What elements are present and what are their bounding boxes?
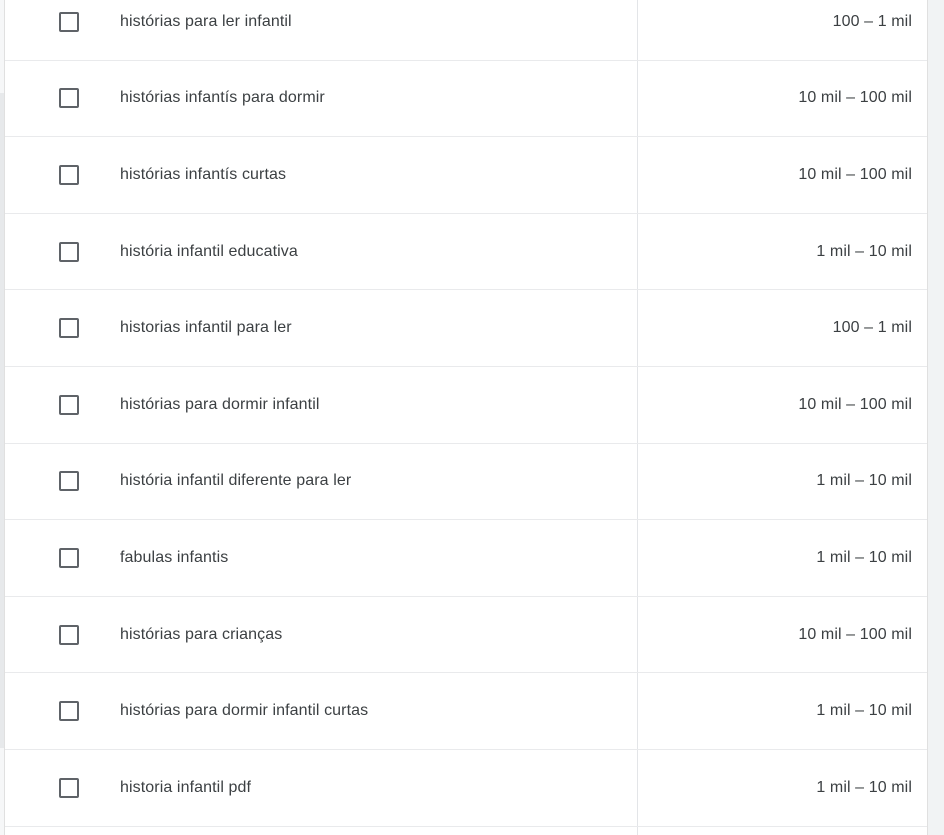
volume-value: 1 mil – 10 mil	[816, 702, 912, 720]
volume-cell: 1 mil – 10 mil	[637, 443, 927, 520]
volume-value: 10 mil – 100 mil	[798, 89, 912, 107]
keyword-cell	[5, 827, 637, 835]
table-row: histórias para ler infantil 100 – 1 mil	[5, 0, 927, 61]
table-row: historia infantil pdf 1 mil – 10 mil	[5, 749, 927, 827]
row-checkbox[interactable]	[59, 394, 79, 415]
keyword-cell: histórias para dormir infantil curtas	[5, 673, 637, 749]
keyword-cell: histórias para crianças	[5, 597, 637, 673]
row-checkbox[interactable]	[59, 88, 79, 109]
volume-value: 1 mil – 10 mil	[816, 242, 912, 260]
keyword-label: historias infantil para ler	[120, 319, 292, 337]
keyword-cell: histórias infantís para dormir	[5, 61, 637, 137]
page-edge-shade	[0, 93, 4, 748]
volume-cell: 100 – 1 mil	[637, 290, 927, 366]
row-checkbox[interactable]	[59, 547, 79, 568]
keyword-cell: histórias para dormir infantil	[5, 367, 637, 443]
table-row: história infantil diferente para ler 1 m…	[5, 443, 927, 521]
keyword-cell: histórias para ler infantil	[5, 0, 637, 60]
volume-cell: 1 mil – 10 mil	[637, 673, 927, 749]
row-checkbox[interactable]	[59, 11, 79, 32]
volume-value: 1 mil – 10 mil	[816, 778, 912, 796]
row-checkbox[interactable]	[59, 241, 79, 262]
page-edge-strip	[0, 0, 4, 835]
volume-value: 1 mil – 10 mil	[816, 472, 912, 490]
table-row	[5, 826, 927, 835]
keyword-cell: histórias infantís curtas	[5, 137, 637, 213]
row-checkbox[interactable]	[59, 471, 79, 492]
keyword-label: histórias para dormir infantil	[120, 395, 320, 413]
table-row: histórias infantís para dormir 10 mil – …	[5, 60, 927, 138]
keyword-table: histórias para ler infantil 100 – 1 mil …	[4, 0, 928, 835]
volume-value: 10 mil – 100 mil	[798, 165, 912, 183]
table-row: histórias infantís curtas 10 mil – 100 m…	[5, 137, 927, 214]
keyword-label: histórias para dormir infantil curtas	[120, 702, 369, 720]
table-row: histórias para dormir infantil 10 mil – …	[5, 366, 927, 444]
volume-value: 100 – 1 mil	[832, 12, 912, 30]
keyword-table-body: histórias para ler infantil 100 – 1 mil …	[5, 0, 927, 835]
volume-value: 10 mil – 100 mil	[798, 625, 912, 643]
volume-value: 10 mil – 100 mil	[798, 395, 912, 413]
table-row: história infantil educativa 1 mil – 10 m…	[5, 213, 927, 291]
keyword-label: historia infantil pdf	[120, 778, 252, 796]
volume-cell: 10 mil – 100 mil	[637, 596, 927, 673]
volume-cell: 10 mil – 100 mil	[637, 137, 927, 213]
table-row: fabulas infantis 1 mil – 10 mil	[5, 520, 927, 597]
volume-cell: 1 mil – 10 mil	[637, 520, 927, 596]
keyword-cell: história infantil educativa	[5, 214, 637, 290]
row-checkbox[interactable]	[59, 318, 79, 339]
row-checkbox[interactable]	[59, 164, 79, 185]
keyword-label: histórias infantís curtas	[120, 165, 287, 183]
volume-cell: 100 – 1 mil	[637, 0, 927, 60]
keyword-label: histórias para ler infantil	[120, 12, 292, 30]
keyword-label: fabulas infantis	[120, 548, 229, 566]
volume-cell: 10 mil – 100 mil	[637, 60, 927, 137]
keyword-label: história infantil educativa	[120, 242, 298, 260]
volume-cell: 10 mil – 100 mil	[637, 366, 927, 443]
table-row: histórias para crianças 10 mil – 100 mil	[5, 596, 927, 674]
keyword-cell: historias infantil para ler	[5, 290, 637, 366]
keyword-label: histórias para crianças	[120, 625, 283, 643]
row-checkbox[interactable]	[59, 777, 79, 798]
table-row: historias infantil para ler 100 – 1 mil	[5, 290, 927, 367]
keyword-cell: fabulas infantis	[5, 520, 637, 596]
table-row: histórias para dormir infantil curtas 1 …	[5, 673, 927, 750]
keyword-cell: historia infantil pdf	[5, 750, 637, 826]
volume-cell: 1 mil – 10 mil	[637, 749, 927, 826]
keyword-cell: história infantil diferente para ler	[5, 444, 637, 520]
volume-value: 100 – 1 mil	[832, 319, 912, 337]
volume-cell	[637, 826, 927, 835]
volume-cell: 1 mil – 10 mil	[637, 213, 927, 290]
keyword-label: histórias infantís para dormir	[120, 89, 325, 107]
keyword-label: história infantil diferente para ler	[120, 472, 352, 490]
volume-value: 1 mil – 10 mil	[816, 548, 912, 566]
row-checkbox[interactable]	[59, 701, 79, 722]
row-checkbox[interactable]	[59, 624, 79, 645]
